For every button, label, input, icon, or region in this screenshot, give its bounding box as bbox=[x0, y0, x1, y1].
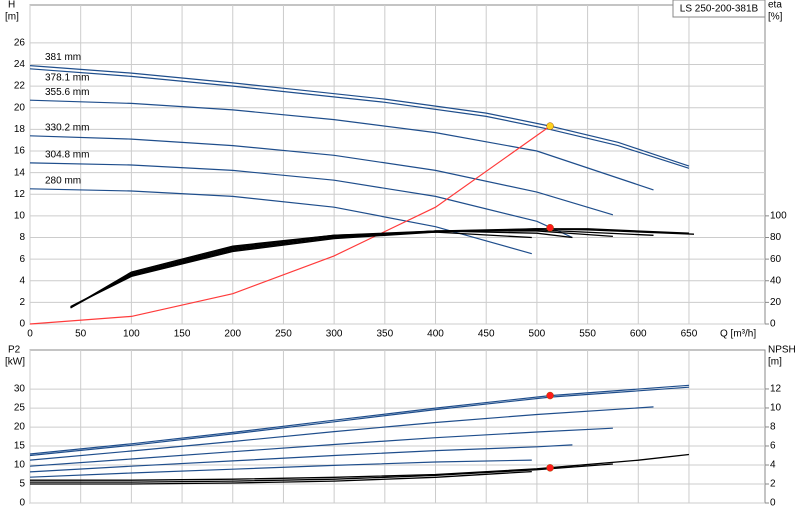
x-tick-label: 150 bbox=[174, 329, 191, 340]
x-axis-label: Q [m³/h] bbox=[720, 329, 756, 340]
curve bbox=[70, 228, 690, 308]
y2-axis-unit: [%] bbox=[768, 12, 783, 23]
y-tick-label: 6 bbox=[19, 254, 25, 265]
curve bbox=[29, 125, 551, 325]
y-tick-label: 16 bbox=[14, 146, 26, 157]
y-tick-label: 10 bbox=[14, 460, 26, 471]
y2-tick-label: 4 bbox=[770, 460, 776, 471]
y2-tick-label: 20 bbox=[770, 297, 782, 308]
y-axis-label: P2 bbox=[8, 345, 21, 356]
y2-tick-label: 40 bbox=[770, 275, 782, 286]
curve bbox=[29, 427, 613, 467]
y-tick-label: 30 bbox=[14, 384, 26, 395]
curve bbox=[29, 135, 614, 216]
y-axis-unit: [m] bbox=[5, 12, 19, 23]
y2-axis-unit: [m] bbox=[768, 357, 782, 368]
curve bbox=[29, 65, 690, 167]
x-tick-label: 250 bbox=[275, 329, 292, 340]
y-tick-label: 12 bbox=[14, 189, 26, 200]
operating-point bbox=[546, 391, 554, 400]
y-tick-label: 26 bbox=[14, 37, 26, 48]
curve bbox=[29, 68, 690, 169]
curve-label: 280 mm bbox=[45, 175, 81, 186]
y-axis-unit: [kW] bbox=[5, 357, 25, 368]
y-tick-label: 14 bbox=[14, 167, 26, 178]
y-tick-label: 4 bbox=[19, 275, 25, 286]
y-axis-label: H bbox=[8, 0, 15, 11]
curve bbox=[29, 99, 654, 191]
curve bbox=[70, 231, 532, 309]
y2-tick-label: 6 bbox=[770, 441, 776, 452]
x-tick-label: 600 bbox=[630, 329, 647, 340]
x-tick-label: 200 bbox=[224, 329, 241, 340]
y-tick-label: 22 bbox=[14, 81, 26, 92]
curve bbox=[29, 444, 573, 473]
y-tick-label: 20 bbox=[14, 422, 26, 433]
y-tick-label: 10 bbox=[14, 211, 26, 222]
y2-axis-label: NPSH bbox=[768, 345, 796, 356]
x-tick-label: 0 bbox=[27, 329, 33, 340]
title-box bbox=[672, 0, 766, 18]
x-tick-label: 650 bbox=[681, 329, 698, 340]
operating-point bbox=[546, 122, 554, 130]
curve bbox=[70, 230, 613, 309]
curve-label: 330.2 mm bbox=[45, 122, 89, 133]
y2-tick-label: 2 bbox=[770, 479, 776, 490]
y-tick-label: 0 bbox=[19, 498, 25, 509]
operating-point bbox=[546, 224, 554, 232]
x-tick-label: 100 bbox=[123, 329, 140, 340]
x-tick-label: 350 bbox=[376, 329, 393, 340]
x-tick-label: 550 bbox=[579, 329, 596, 340]
y2-tick-label: 80 bbox=[770, 232, 782, 243]
x-tick-label: 450 bbox=[478, 329, 495, 340]
y-tick-label: 2 bbox=[19, 297, 25, 308]
curve-label: 355.6 mm bbox=[45, 87, 89, 98]
curve bbox=[29, 406, 654, 461]
operating-point bbox=[546, 464, 554, 472]
y2-tick-label: 0 bbox=[770, 498, 776, 509]
y-tick-label: 18 bbox=[14, 124, 26, 135]
curve bbox=[70, 229, 654, 308]
y2-tick-label: 0 bbox=[770, 319, 776, 330]
y2-axis-label: eta bbox=[768, 0, 782, 11]
y-tick-label: 5 bbox=[19, 479, 25, 490]
y-tick-label: 20 bbox=[14, 102, 26, 113]
curve-label: 378.1 mm bbox=[45, 72, 89, 83]
y-tick-label: 0 bbox=[19, 319, 25, 330]
x-tick-label: 400 bbox=[427, 329, 444, 340]
curve-label: 381 mm bbox=[45, 52, 81, 63]
curve bbox=[30, 453, 690, 481]
chart-title: LS 250-200-381B bbox=[680, 4, 759, 15]
y2-tick-label: 12 bbox=[770, 384, 782, 395]
x-tick-label: 50 bbox=[75, 329, 87, 340]
x-tick-label: 300 bbox=[326, 329, 343, 340]
y2-tick-label: 10 bbox=[770, 403, 782, 414]
y-tick-label: 24 bbox=[14, 59, 26, 70]
y-tick-label: 25 bbox=[14, 403, 26, 414]
y-tick-label: 15 bbox=[14, 441, 26, 452]
y2-tick-label: 100 bbox=[770, 211, 787, 222]
curve bbox=[30, 470, 532, 485]
curve-label: 304.8 mm bbox=[45, 150, 89, 161]
x-tick-label: 500 bbox=[529, 329, 546, 340]
y2-tick-label: 60 bbox=[770, 254, 782, 265]
y2-tick-label: 8 bbox=[770, 422, 776, 433]
y-tick-label: 8 bbox=[19, 232, 25, 243]
curve bbox=[29, 459, 532, 478]
curve bbox=[29, 162, 573, 239]
curve bbox=[30, 463, 613, 483]
